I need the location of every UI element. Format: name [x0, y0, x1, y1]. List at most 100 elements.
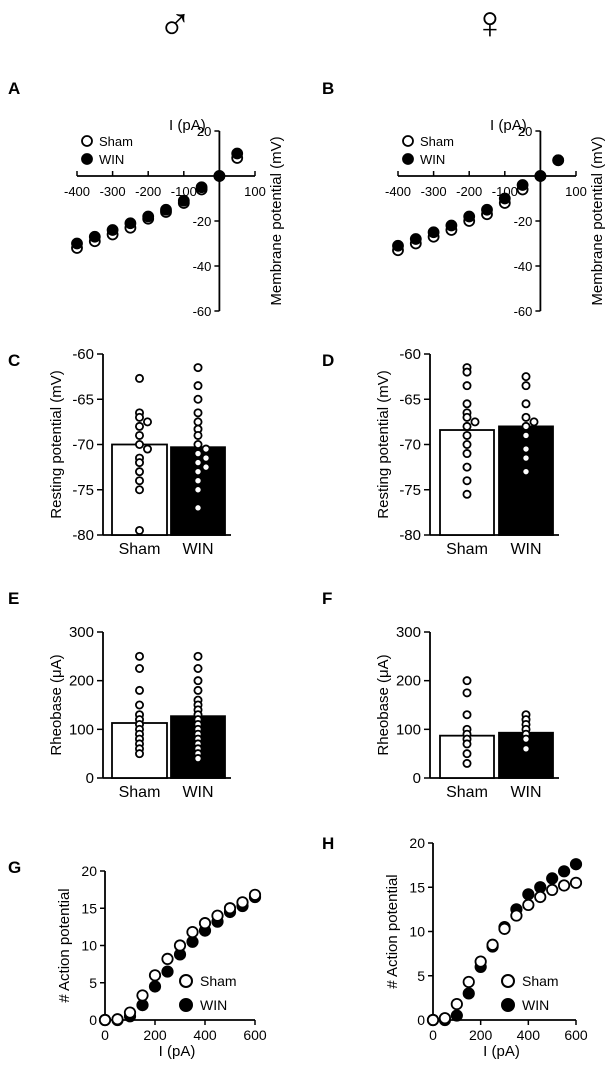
data-point [134, 664, 144, 674]
y-tick-label: 0 [413, 770, 421, 787]
data-point [521, 412, 531, 422]
panel-label: F [322, 589, 332, 608]
data-point-sham [136, 989, 149, 1002]
data-point-sham [161, 952, 174, 966]
data-point [521, 744, 531, 754]
bar-win [498, 425, 554, 536]
data-point-sham [510, 909, 523, 922]
x-tick-label: 200 [143, 1027, 167, 1043]
data-point [462, 758, 472, 768]
data-point-sham [546, 883, 559, 897]
data-point [193, 676, 203, 686]
data-point [462, 367, 472, 377]
y-tick-label: 5 [89, 975, 97, 991]
panel-label: C [8, 351, 20, 370]
y-tick-label: 10 [409, 924, 425, 940]
data-point [462, 739, 472, 749]
y-axis-title: Rheobase (μA) [48, 654, 65, 755]
data-point [521, 381, 531, 391]
data-point-sham [236, 896, 249, 909]
data-point [462, 412, 472, 422]
data-point-win [124, 217, 137, 230]
data-point-win [481, 203, 493, 216]
y-tick-label: -70 [399, 437, 421, 454]
data-point-sham [111, 1013, 124, 1026]
data-point-win [445, 219, 458, 232]
data-point-sham [426, 1013, 440, 1027]
data-point-sham [186, 925, 199, 939]
y-tick-label: -60 [399, 346, 421, 363]
y-tick-label: -60 [72, 346, 94, 363]
data-point [462, 688, 472, 698]
y-tick-label: 0 [89, 1012, 97, 1028]
data-point [134, 749, 144, 759]
x-tick-label: 600 [243, 1027, 267, 1043]
x-category-label: WIN [510, 784, 541, 801]
panel-label: B [322, 79, 334, 98]
data-point-win [534, 170, 547, 182]
data-point-sham [211, 909, 224, 922]
x-tick-label: 200 [469, 1027, 493, 1043]
data-point [193, 430, 203, 440]
data-point-sham [248, 888, 262, 901]
panel-label: A [8, 79, 20, 98]
data-point [462, 449, 472, 459]
data-point-sham [557, 879, 571, 892]
data-point [134, 467, 144, 477]
legend-marker-sham [402, 135, 414, 147]
y-tick-label: 20 [409, 835, 425, 851]
x-category-label: WIN [182, 541, 213, 558]
data-point [134, 412, 144, 422]
data-point [193, 439, 203, 449]
data-point-win [161, 965, 174, 978]
data-point-win [498, 192, 511, 205]
data-point-sham [198, 917, 212, 930]
data-point [134, 525, 144, 535]
y-tick-label: 0 [86, 770, 94, 787]
x-tick-label: -200 [135, 184, 161, 199]
data-point-win [148, 980, 162, 993]
x-axis-title: I (pA) [159, 1043, 196, 1060]
data-point-win [569, 858, 583, 871]
y-axis-title: # Action potential [384, 874, 401, 988]
x-tick-label: 0 [101, 1027, 109, 1043]
data-point-sham [522, 898, 535, 912]
y-tick-label: 200 [69, 673, 94, 690]
data-point-win [71, 237, 83, 250]
data-point [193, 685, 203, 695]
data-point [529, 417, 539, 427]
data-point [521, 372, 531, 382]
x-tick-label: 100 [244, 184, 266, 199]
data-point [193, 476, 203, 486]
y-axis-title: Rheobase (μA) [375, 654, 392, 755]
y-tick-label: -40 [193, 259, 212, 274]
y-tick-label: 15 [81, 900, 97, 916]
legend-label-sham: Sham [99, 134, 133, 149]
x-category-label: Sham [119, 784, 161, 801]
x-category-label: Sham [446, 784, 488, 801]
y-tick-label: 15 [409, 879, 425, 895]
data-point [521, 467, 531, 477]
data-point-sham [462, 975, 475, 989]
data-point [462, 381, 472, 391]
data-point-sham [223, 902, 237, 915]
legend-label-sham: Sham [420, 134, 454, 149]
y-tick-label: -20 [514, 214, 533, 229]
y-tick-label: 300 [69, 624, 94, 641]
data-point [134, 458, 144, 468]
data-point [462, 430, 472, 440]
legend-marker-win [81, 153, 93, 165]
x-tick-label: 600 [564, 1027, 588, 1043]
data-point [142, 417, 152, 427]
data-point [521, 399, 531, 409]
panel-label: G [8, 858, 21, 877]
data-point-win [522, 888, 535, 901]
data-point [134, 685, 144, 695]
legend-label-sham: Sham [522, 973, 559, 989]
chart-panel-c: C -60 -65 -70 -75 -80 Resting potential (mV) Sh… [8, 346, 231, 558]
data-point-win [177, 194, 190, 207]
data-point [193, 664, 203, 674]
x-tick-label: -200 [456, 184, 482, 199]
